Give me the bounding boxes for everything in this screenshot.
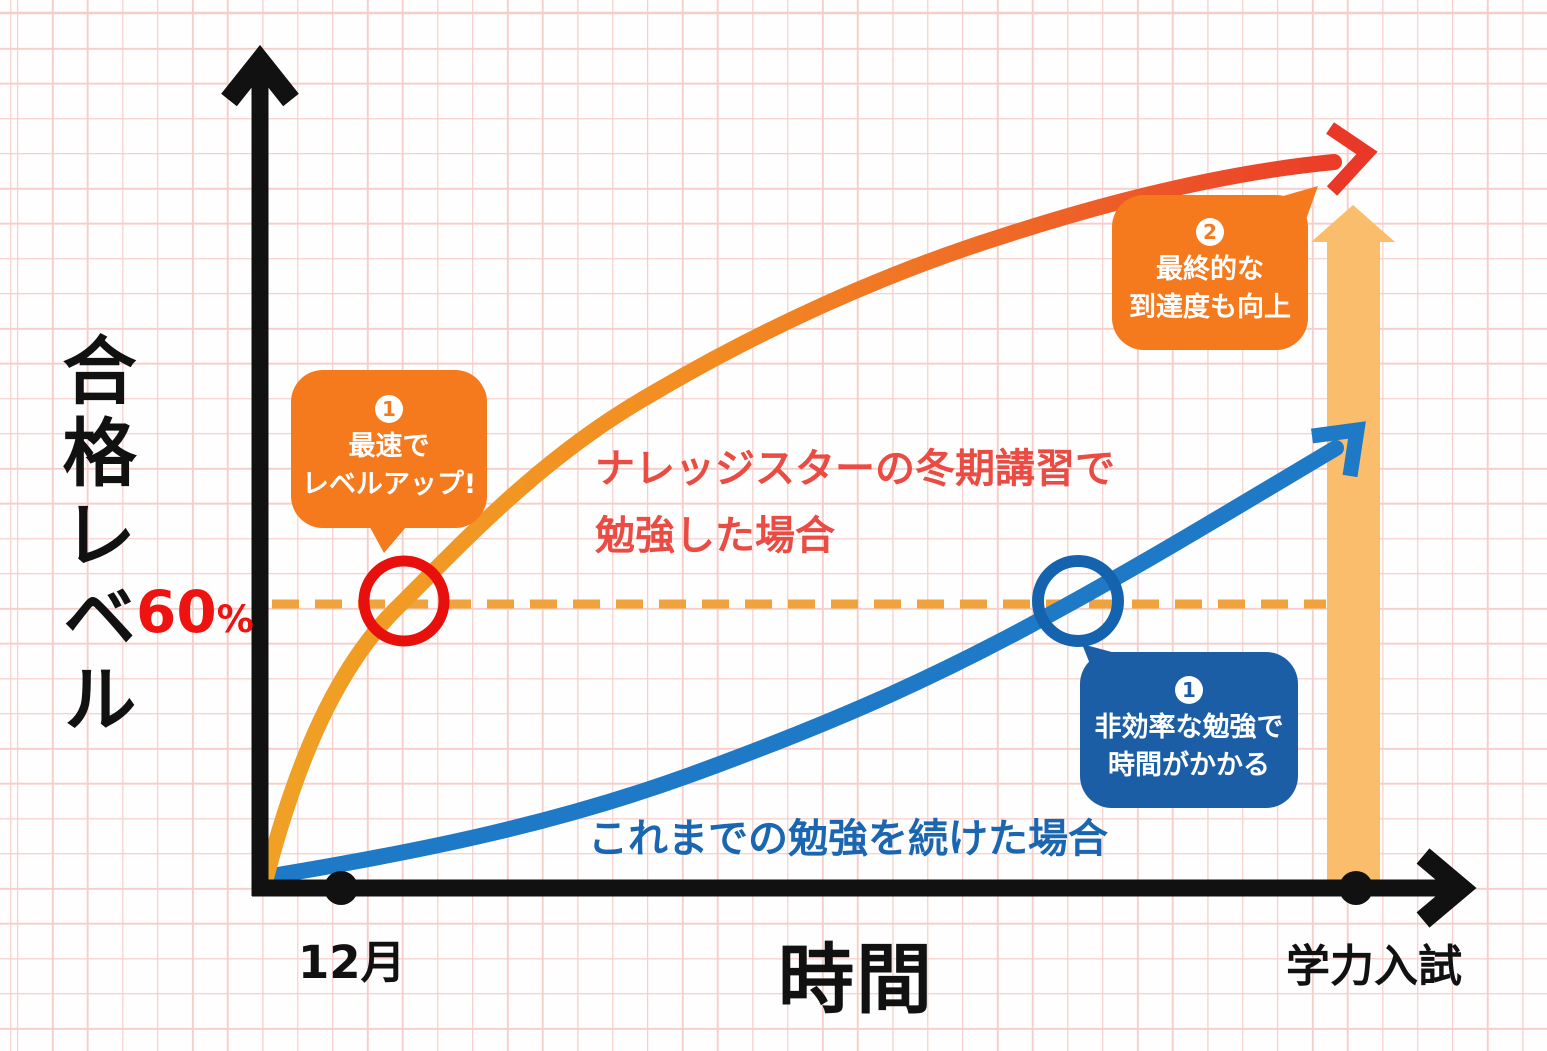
winter-course-curve xyxy=(258,154,1342,886)
final-achievement-line2: 到達度も向上 xyxy=(1129,292,1291,323)
winter-course-series-label-line2: 勉強した場合 xyxy=(595,513,835,559)
winter-course-series-label-line1: ナレッジスターの冬期講習で xyxy=(595,446,1115,492)
current-study-curve-arrowhead xyxy=(1311,421,1366,478)
y-axis-arrowhead xyxy=(221,44,299,107)
fastest-levelup-bubble: 1 最速で レベルアップ! xyxy=(291,370,487,528)
achievement-gain-arrow xyxy=(1311,205,1395,886)
red-crossing-circle xyxy=(358,555,450,647)
fastest-levelup-badge: 1 xyxy=(375,394,403,423)
exam-tick-dot xyxy=(1339,871,1373,905)
x-tick-december: 12月 xyxy=(298,936,406,989)
current-study-series-label: これまでの勉強を続けた場合 xyxy=(588,816,1108,862)
threshold-value: 60 xyxy=(136,578,217,646)
inefficient-study-line1: 非効率な勉強で xyxy=(1094,711,1284,743)
axes xyxy=(221,44,1477,928)
current-study-curve xyxy=(258,440,1344,885)
fastest-levelup-line2: レベルアップ! xyxy=(301,468,477,500)
x-axis-arrowhead xyxy=(1416,848,1477,928)
december-tick-dot xyxy=(324,871,358,905)
x-axis-title: 時間 xyxy=(778,935,934,1024)
inefficient-study-badge: 1 xyxy=(1175,675,1203,704)
threshold-unit: % xyxy=(216,598,254,641)
fastest-levelup-line1: 最速で xyxy=(348,430,430,462)
winter-course-curve-arrowhead xyxy=(1326,122,1378,196)
threshold-label: 60% xyxy=(136,578,254,646)
final-achievement-line1: 最終的な xyxy=(1156,254,1264,285)
final-achievement-bubble: 2 最終的な 到達度も向上 xyxy=(1112,195,1308,350)
inefficient-study-line2: 時間がかかる xyxy=(1108,749,1270,781)
winter-course-series-label: ナレッジスターの冬期講習で 勉強した場合 xyxy=(595,436,1115,570)
blue-crossing-circle xyxy=(1032,555,1124,647)
y-axis-label: 合格レベル xyxy=(50,332,136,742)
final-achievement-badge: 2 xyxy=(1196,218,1224,246)
fastest-bubble-tail xyxy=(366,520,412,553)
inefficient-study-bubble: 1 非効率な勉強で 時間がかかる xyxy=(1080,652,1298,808)
x-tick-exam: 学力入試 xyxy=(1286,941,1462,992)
